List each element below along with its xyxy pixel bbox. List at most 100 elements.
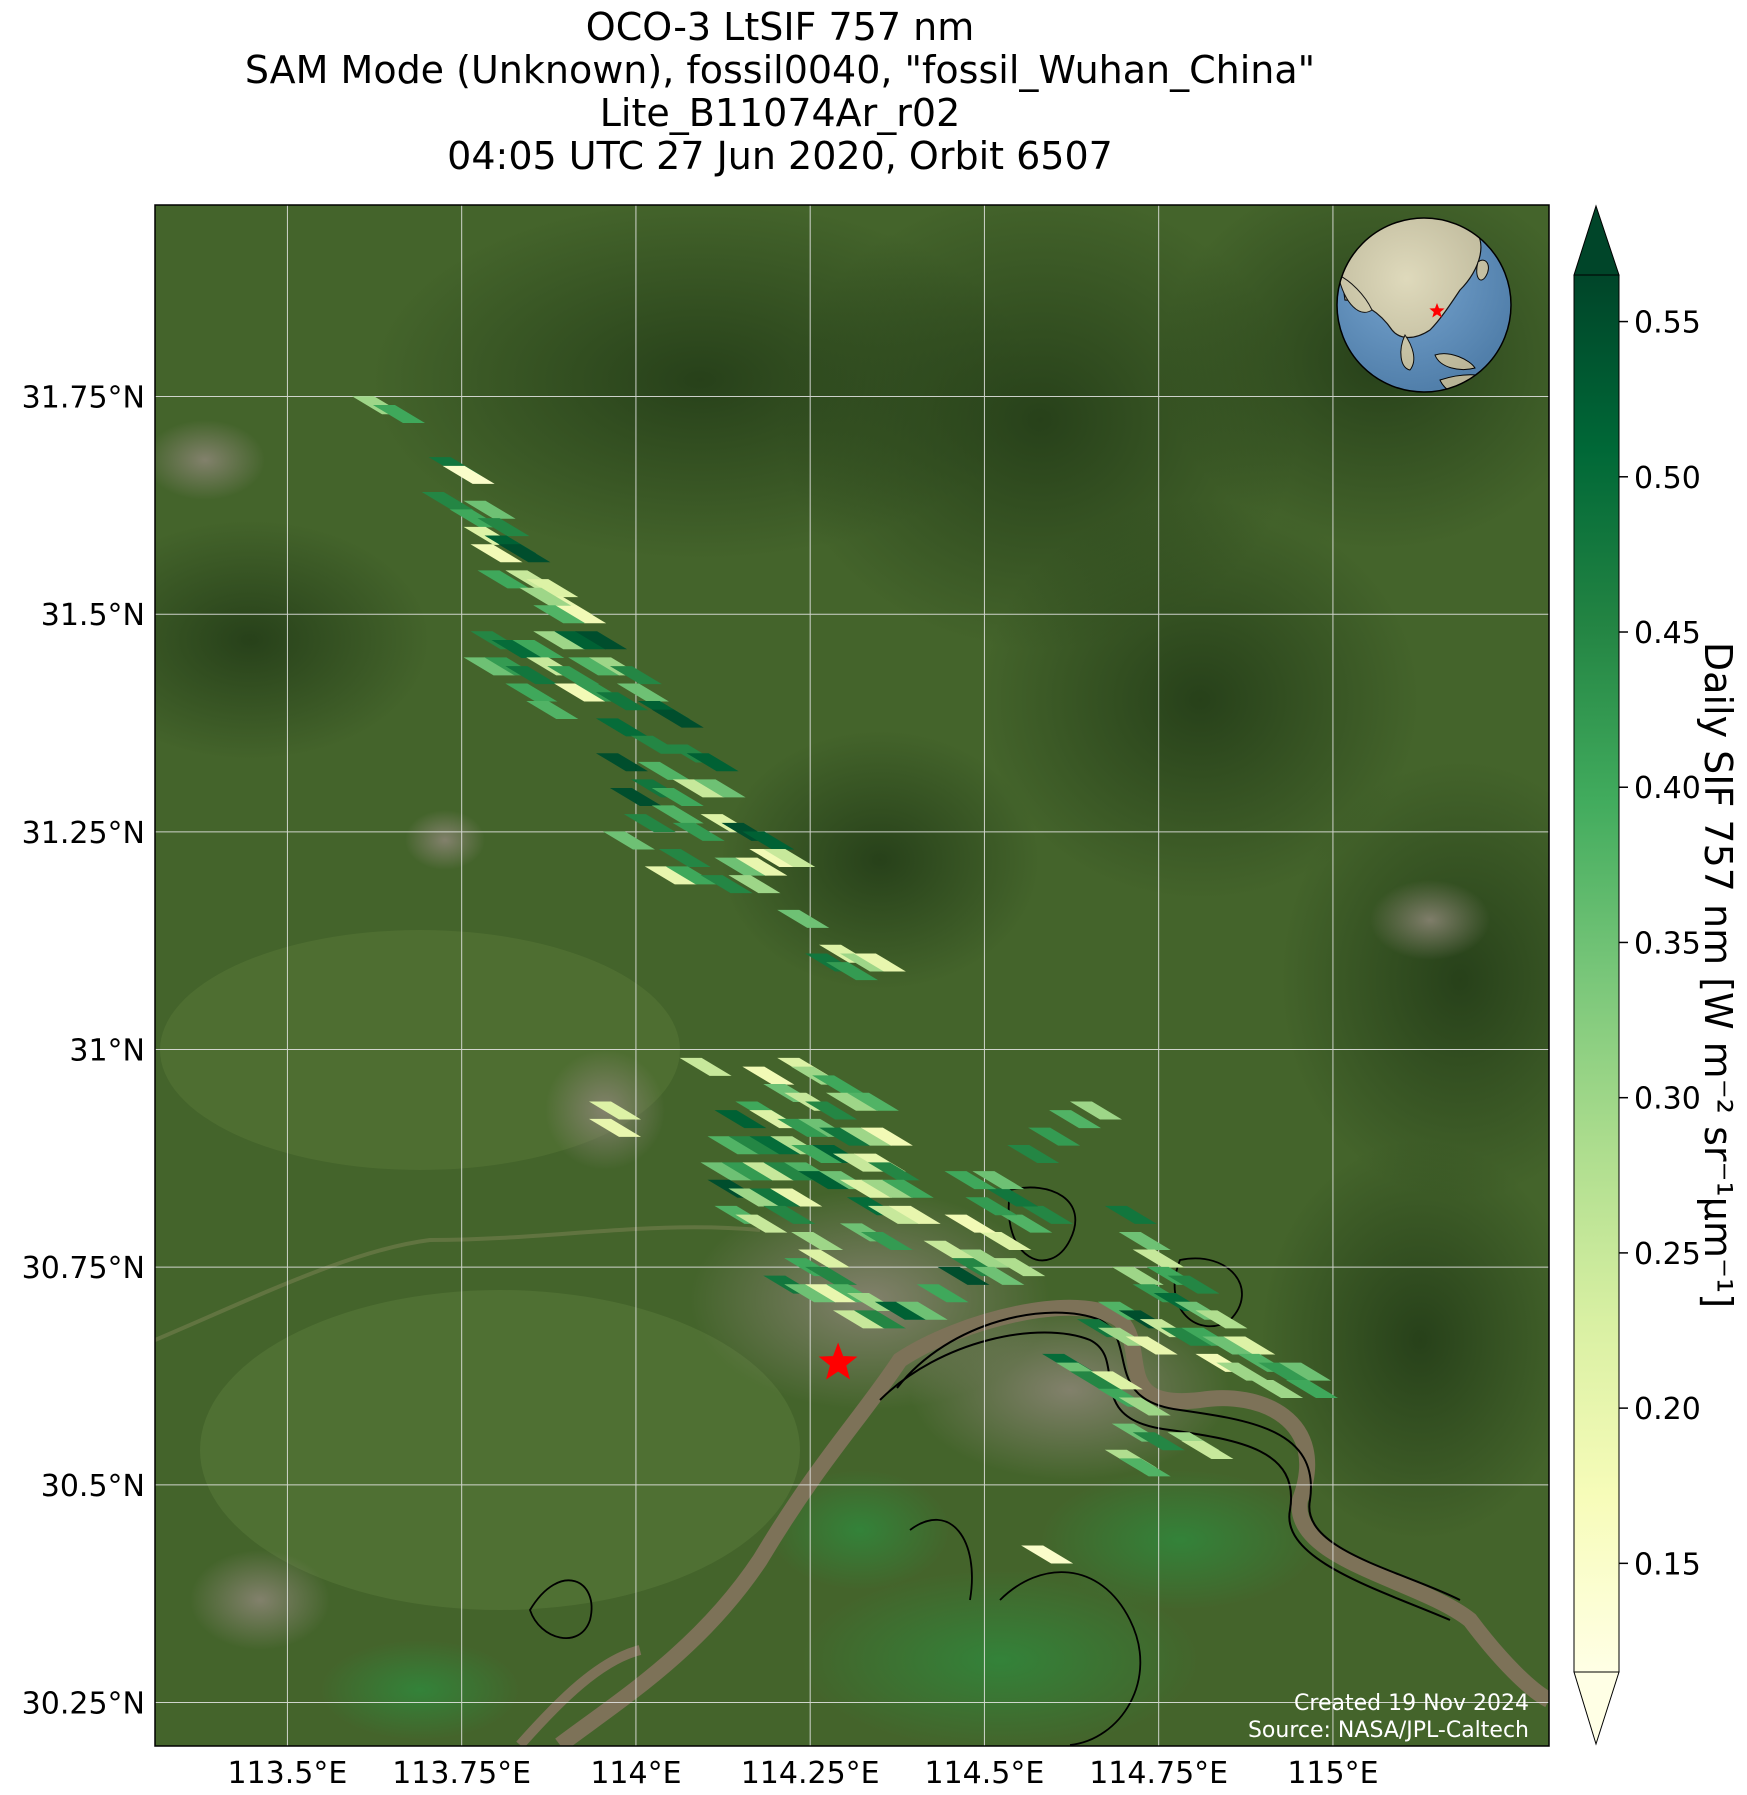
sif-sounding-footprint (1195, 1310, 1248, 1329)
sif-sounding-footprint (693, 779, 746, 798)
sif-sounding-footprint (805, 1266, 858, 1285)
sif-sounding-footprint (1132, 1432, 1185, 1451)
created-date-credit: Created 19 Nov 2024 (1294, 1691, 1529, 1716)
sif-sounding-footprint (491, 640, 544, 659)
sif-sounding-footprint (526, 579, 579, 598)
sif-sounding-footprint (630, 735, 683, 754)
source-credit: Source: NASA/JPL-Caltech (1248, 1718, 1529, 1743)
sif-sounding-footprint (846, 1092, 899, 1111)
sif-sounding-footprint (644, 866, 697, 885)
latitude-tick-label: 31.75°N (22, 381, 145, 416)
globe-locator (1336, 217, 1512, 393)
sif-sounding-footprint (770, 1188, 823, 1207)
sif-sounding-footprint (749, 1136, 802, 1155)
sif-sounding-footprint (477, 518, 530, 537)
sif-sounding-footprint (881, 1179, 934, 1198)
longitude-tick-label: 114°E (590, 1756, 681, 1791)
sif-sounding-footprint (1216, 1362, 1269, 1381)
colorbar-tick-label: 0.25 (1634, 1237, 1701, 1272)
sif-sounding-footprint (547, 666, 600, 685)
sif-sounding-footprint (805, 1284, 858, 1303)
colorbar-tick-label: 0.20 (1634, 1392, 1701, 1427)
sif-sounding-footprint (777, 1118, 830, 1137)
sif-sounding-footprint (1049, 1110, 1102, 1129)
sif-sounding-footprint (1160, 1327, 1213, 1346)
sif-sounding-footprint (832, 1153, 885, 1172)
latitude-tick-labels: 30.25°N 30.5°N 30.75°N 31°N 31.25°N 31.5°N 31.… (22, 381, 145, 1722)
sif-sounding-footprint (589, 1101, 642, 1120)
colorbar-tick-label: 0.45 (1634, 616, 1701, 651)
sif-sounding-footprint (1021, 1545, 1074, 1564)
yangtze-river (555, 1299, 1549, 1746)
sif-sounding-footprint (1069, 1371, 1122, 1390)
colorbar-tick-label: 0.35 (1634, 926, 1701, 961)
sif-sounding-footprint (554, 683, 607, 702)
sif-sounding-footprint (1118, 1397, 1171, 1416)
red-star-icon (1429, 303, 1445, 318)
sif-sounding-footprint (554, 631, 607, 650)
sif-sounding-footprint (526, 700, 579, 719)
target-site-star-icon (818, 1342, 858, 1380)
sif-sounding-footprint (819, 1127, 872, 1146)
colorbar-tick-label: 0.30 (1634, 1082, 1701, 1117)
sif-sounding-footprint (923, 1240, 976, 1259)
sif-sounding-footprint (602, 831, 655, 850)
sif-sounding-footprint (1118, 1458, 1171, 1477)
title-line-4: 04:05 UTC 27 Jun 2020, Orbit 6507 (447, 134, 1113, 178)
sif-sounding-footprint (1111, 1266, 1164, 1285)
sif-sounding-footprint (1000, 1214, 1053, 1233)
sif-sounding-footprint (637, 761, 690, 780)
sif-sounding-footprint (867, 1205, 920, 1224)
colorbar-tick-label: 0.50 (1634, 461, 1701, 496)
sif-sounding-footprint (728, 1136, 781, 1155)
colorbar-gradient (1573, 274, 1620, 1673)
longitude-tick-label: 114.25°E (741, 1756, 880, 1791)
sif-sounding-footprint (839, 1127, 892, 1146)
sif-sounding-footprint (742, 1066, 795, 1085)
title-line-3: Lite_B11074Ar_r02 (599, 91, 961, 135)
sif-sounding-footprint (1132, 1249, 1185, 1268)
sif-sounding-footprint (651, 788, 704, 807)
sif-sounding-footprint (1202, 1336, 1255, 1355)
title-line-2: SAM Mode (Unknown), fossil0040, "fossil_… (244, 48, 1316, 92)
sif-sounding-footprint (812, 1075, 865, 1094)
title-line-1: OCO-3 LtSIF 757 nm (585, 5, 975, 49)
sif-sounding-footprint (763, 1205, 816, 1224)
sif-sounding-footprint (568, 657, 621, 676)
colorbar-tick-label: 0.40 (1634, 771, 1701, 806)
latitude-tick-label: 30.75°N (22, 1251, 145, 1286)
sif-sounding-footprint (505, 683, 558, 702)
sif-sounding-footprint (533, 631, 586, 650)
sif-sounding-footprint (860, 1232, 913, 1251)
sif-sounding-footprint (595, 753, 648, 772)
sif-sounding-footprint (442, 465, 495, 484)
sif-sounding-footprint (888, 1205, 941, 1224)
sif-sounding-footprint (1258, 1362, 1311, 1381)
colorbar-label: Daily SIF 757 nm [W m⁻² sr⁻¹μm⁻¹] (1696, 642, 1740, 1308)
sif-sounding-footprint (728, 1188, 781, 1207)
sif-sounding-footprint (1118, 1232, 1171, 1251)
colorbar: 0.15 0.20 0.25 0.30 0.35 0.40 0.45 0.50 0.55 Dai… (1573, 204, 1740, 1746)
latitude-tick-label: 30.5°N (41, 1469, 145, 1504)
sif-sounding-footprint (1167, 1275, 1220, 1294)
sif-sounding-footprint (742, 831, 795, 850)
sif-sounding-footprint (742, 1162, 795, 1181)
latitude-tick-label: 31.5°N (41, 598, 145, 633)
sif-sounding-footprint (749, 1188, 802, 1207)
sif-sounding-footprint (372, 404, 425, 423)
sif-sounding-footprint (595, 718, 648, 737)
sif-sounding-footprint (965, 1197, 1018, 1216)
sif-sounding-footprint (672, 779, 725, 798)
sif-sounding-footprint (707, 1136, 760, 1155)
sif-sounding-footprint (853, 953, 906, 972)
sif-sounding-footprint (972, 1266, 1025, 1285)
sif-sounding-footprint (986, 1188, 1039, 1207)
sif-sounding-footprint (1021, 1205, 1074, 1224)
sif-sounding-footprint (554, 605, 607, 624)
sif-sounding-footprint (463, 500, 516, 519)
sif-sounding-footprint (874, 1301, 927, 1320)
sif-sounding-footprint (651, 709, 704, 728)
sif-sounding-footprint (658, 848, 711, 867)
sif-sounding-footprint (1069, 1101, 1122, 1120)
sif-sounding-footprint (860, 1127, 913, 1146)
